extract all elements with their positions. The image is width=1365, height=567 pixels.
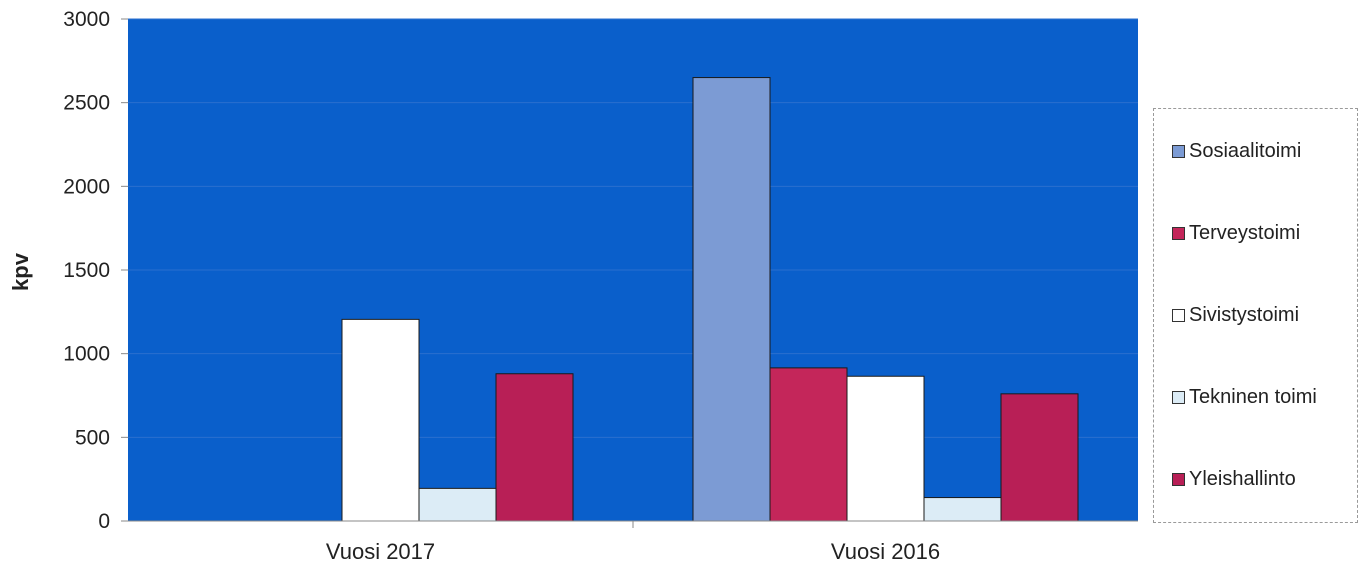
legend-swatch: [1172, 226, 1185, 240]
bar-sivistystoimi: [341, 318, 420, 522]
legend-label: Tekninen toimi: [1189, 385, 1317, 408]
bar-yleishallinto: [1000, 393, 1079, 522]
legend-label: Sosiaalitoimi: [1189, 139, 1302, 162]
y-tick-label: 0: [98, 510, 110, 533]
y-tick-label: 500: [75, 426, 110, 449]
legend-swatch: [1172, 472, 1185, 486]
legend-label: Terveystoimi: [1189, 221, 1301, 244]
legend-label: Sivistystoimi: [1189, 303, 1300, 326]
legend-item: Sivistystoimi: [1172, 303, 1299, 327]
legend-item: Yleishallinto: [1172, 467, 1296, 491]
bar-tekninen-toimi: [418, 487, 497, 522]
legend-swatch: [1172, 308, 1185, 322]
x-axis-categories: Vuosi 2017 Vuosi 2016: [326, 521, 940, 564]
legend-item: Terveystoimi: [1172, 221, 1300, 245]
y-axis-label: kpv: [8, 252, 33, 291]
bar-sivistystoimi: [846, 375, 925, 522]
x-category-label: Vuosi 2017: [326, 539, 435, 564]
y-tick-label: 1500: [63, 259, 110, 282]
bar-yleishallinto: [495, 373, 574, 522]
bars: [341, 77, 1079, 522]
y-tick-label: 2500: [63, 92, 110, 115]
legend-item: Tekninen toimi: [1172, 385, 1317, 409]
legend-swatch: [1172, 390, 1185, 404]
legend-swatch: [1172, 144, 1185, 158]
y-tick-label: 2000: [63, 175, 110, 198]
legend-label: Yleishallinto: [1189, 467, 1296, 490]
y-tick-label: 1000: [63, 343, 110, 366]
bar-terveystoimi: [769, 367, 848, 522]
x-category-label: Vuosi 2016: [831, 539, 940, 564]
bar-tekninen-toimi: [923, 497, 1002, 522]
bar-sosiaalitoimi: [692, 77, 771, 522]
legend: Sosiaalitoimi Terveystoimi Sivistystoimi Te…: [1153, 108, 1358, 523]
y-tick-label: 3000: [63, 8, 110, 31]
legend-item: Sosiaalitoimi: [1172, 139, 1301, 163]
gridlines: [128, 18, 1138, 438]
